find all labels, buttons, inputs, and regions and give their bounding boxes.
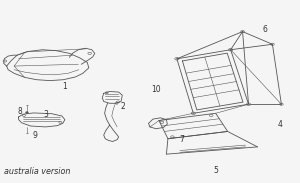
Text: australia version: australia version xyxy=(4,167,70,176)
Text: 9: 9 xyxy=(33,132,38,141)
Text: 10: 10 xyxy=(151,85,161,94)
Circle shape xyxy=(26,112,28,113)
Text: 8: 8 xyxy=(18,107,22,116)
Text: 5: 5 xyxy=(213,166,218,175)
Text: 7: 7 xyxy=(179,135,184,144)
Text: 1: 1 xyxy=(62,82,67,91)
Text: 4: 4 xyxy=(278,120,282,129)
Text: 3: 3 xyxy=(43,110,48,119)
Text: 2: 2 xyxy=(121,102,125,111)
Text: 6: 6 xyxy=(262,25,267,34)
